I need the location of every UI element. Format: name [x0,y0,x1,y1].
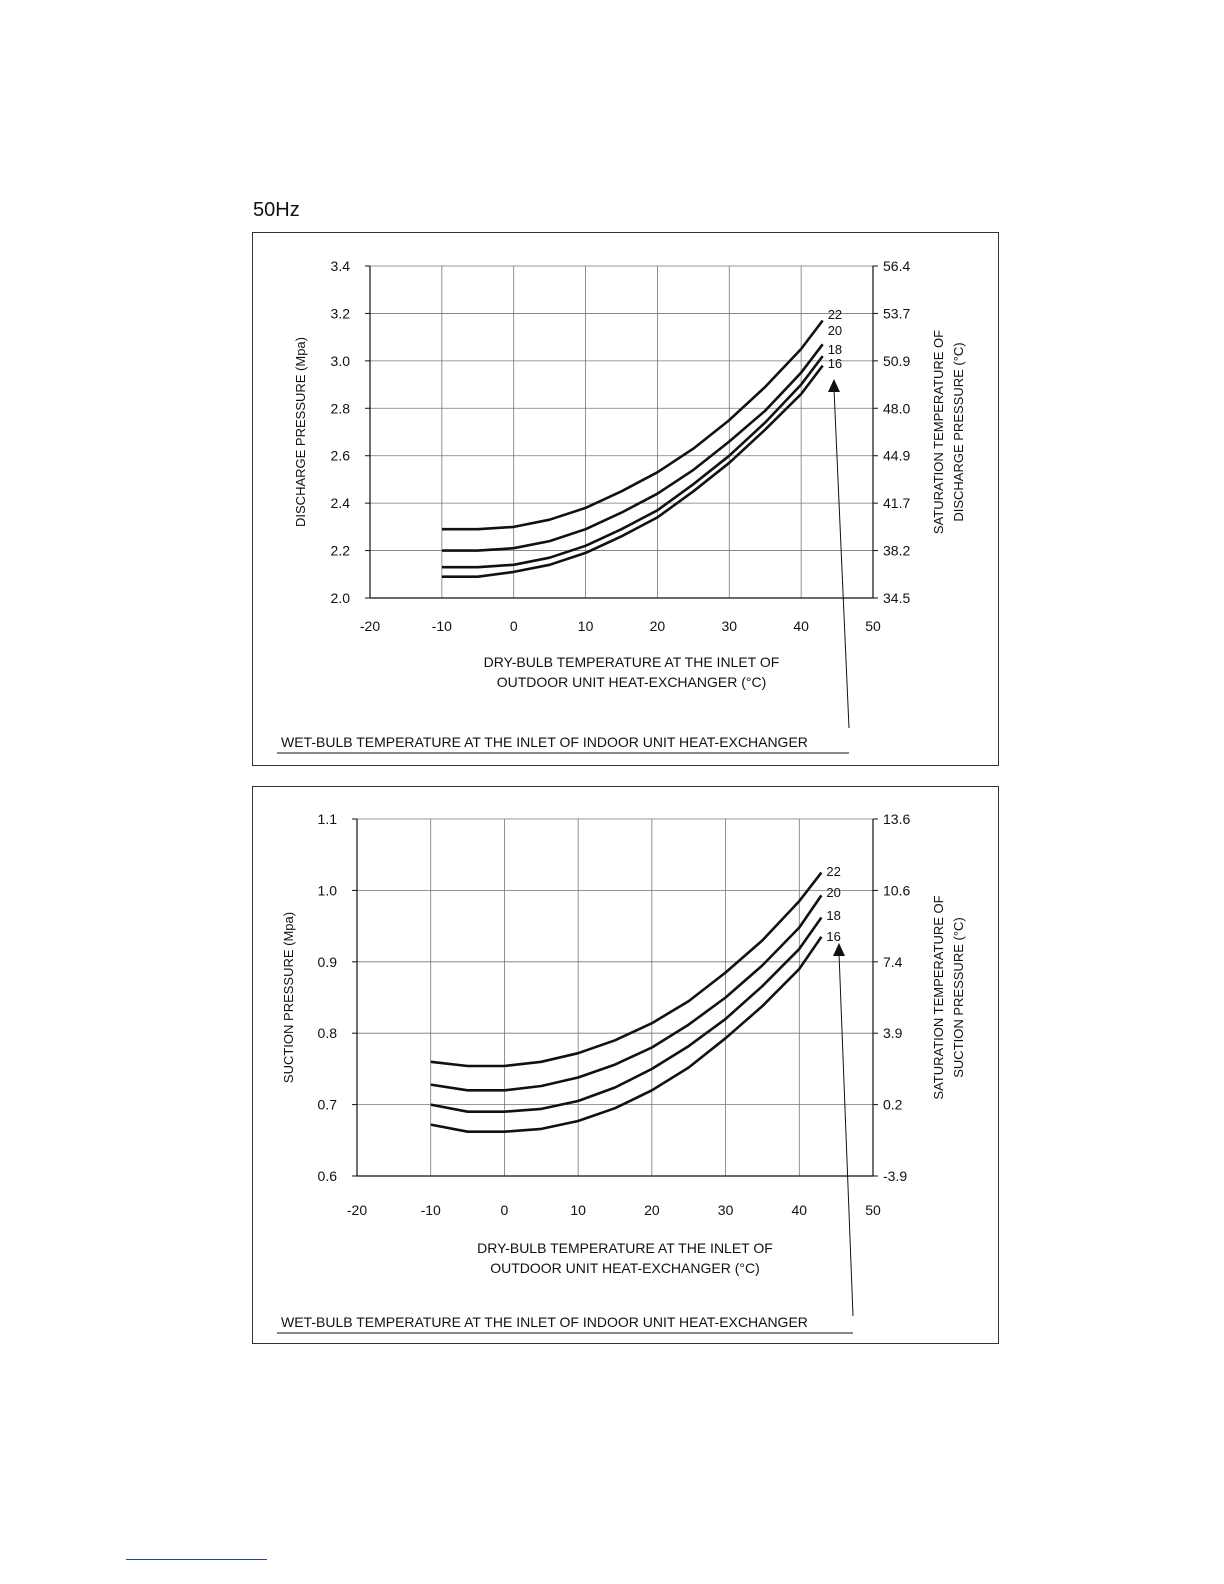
y-tick-label: 3.4 [331,258,351,274]
series-line-wb-22 [430,871,823,1068]
y2-tick-label: 48.0 [883,400,910,416]
series-line-wb-18 [441,355,824,569]
y2-tick-label: 3.9 [883,1025,903,1041]
y2-tick-label: 56.4 [883,258,910,274]
suction-pressure-chart-panel: 0.6 -3.9 0.7 0.2 0.8 3.9 0.9 7.4 1.0 10.6 1.1 13.6 -… [252,786,999,1344]
legend-arrow-line [833,388,850,729]
series-line-wb-16 [430,936,823,1133]
x-axis-label-line1: DRY-BULB TEMPERATURE AT THE INLET OF [477,1240,773,1256]
y2-tick-label: 13.6 [883,811,910,827]
y-tick-label: 0.9 [318,954,338,970]
x-tick-label: 50 [865,618,881,634]
x-tick-label: -10 [432,618,452,634]
y-axis-label: DISCHARGE PRESSURE (Mpa) [293,337,308,527]
footnote-separator [126,1559,267,1560]
x-tick-label: -10 [421,1202,441,1218]
y-tick-label: 2.6 [331,448,351,464]
series-label-18: 18 [828,342,842,357]
x-tick-label: 40 [793,618,809,634]
discharge-pressure-chart-panel: 2.0 34.5 2.2 38.2 2.4 41.7 2.6 44.9 2.8 48.0 3.0 50… [252,232,999,766]
series-line-wb-16 [441,364,824,578]
legend-title: WET-BULB TEMPERATURE AT THE INLET OF IND… [281,734,808,750]
x-axis-label-line2: OUTDOOR UNIT HEAT-EXCHANGER (°C) [490,1260,760,1276]
legend-arrow-head [828,379,840,392]
x-tick-label: 10 [578,618,594,634]
x-tick-label: 10 [570,1202,586,1218]
y2-tick-label: 44.9 [883,448,910,464]
y2-axis-label-line2: DISCHARGE PRESSURE (°C) [951,342,966,521]
y-axis-label: SUCTION PRESSURE (Mpa) [281,912,296,1083]
y-tick-label: 2.0 [331,590,351,606]
x-tick-label: 20 [644,1202,660,1218]
legend-title: WET-BULB TEMPERATURE AT THE INLET OF IND… [281,1314,808,1330]
y2-axis-label-line1: SATURATION TEMPERATURE OF [931,330,946,534]
y2-tick-label: 41.7 [883,495,910,511]
series-label-16: 16 [828,356,842,371]
y-tick-label: 3.0 [331,353,351,369]
series-label-22: 22 [828,307,842,322]
series-line-wb-22 [441,319,824,531]
x-axis-label-line2: OUTDOOR UNIT HEAT-EXCHANGER (°C) [497,674,767,690]
y2-tick-label: 38.2 [883,543,910,559]
x-tick-label: 50 [865,1202,881,1218]
series-label-20: 20 [828,323,842,338]
y2-tick-label: -3.9 [883,1168,907,1184]
series-label-16: 16 [826,929,840,944]
grid-lines [370,265,874,598]
x-tick-label: 0 [510,618,518,634]
y-tick-label: 2.8 [331,400,351,416]
y-tick-label: 0.6 [318,1168,338,1184]
legend-arrow-head [833,943,845,956]
y2-tick-label: 10.6 [883,882,910,898]
series-label-20: 20 [826,885,840,900]
y2-tick-label: 7.4 [883,954,903,970]
y-tick-label: 1.0 [318,882,338,898]
legend-arrow-line [838,952,854,1317]
series-label-22: 22 [826,864,840,879]
y2-tick-label: 53.7 [883,305,910,321]
x-tick-label: -20 [347,1202,367,1218]
x-tick-label: 40 [791,1202,807,1218]
grid-lines [357,818,874,1176]
y-tick-label: 2.4 [331,495,351,511]
series-label-18: 18 [826,908,840,923]
discharge-pressure-chart: 2.0 34.5 2.2 38.2 2.4 41.7 2.6 44.9 2.8 48.0 3.0 50… [277,258,966,754]
y-tick-label: 2.2 [331,543,351,559]
x-tick-label: 0 [501,1202,509,1218]
x-tick-label: 30 [721,618,737,634]
suction-pressure-chart: 0.6 -3.9 0.7 0.2 0.8 3.9 0.9 7.4 1.0 10.6 1.1 13.6 -… [277,811,966,1334]
y2-axis-label-line2: SUCTION PRESSURE (°C) [951,917,966,1078]
y2-axis-label-line1: SATURATION TEMPERATURE OF [931,895,946,1099]
x-tick-label: 30 [718,1202,734,1218]
series-line-wb-20 [441,343,824,552]
x-tick-label: -20 [360,618,380,634]
page-frequency-label: 50Hz [253,199,300,221]
y-tick-label: 3.2 [331,305,351,321]
y2-tick-label: 0.2 [883,1097,903,1113]
y2-tick-label: 34.5 [883,590,910,606]
series-line-wb-18 [430,916,823,1113]
y-tick-label: 1.1 [318,811,338,827]
series-line-wb-20 [430,894,823,1092]
x-tick-label: 20 [650,618,666,634]
y2-tick-label: 50.9 [883,353,910,369]
y-tick-label: 0.8 [318,1025,338,1041]
y-tick-label: 0.7 [318,1097,338,1113]
x-axis-label-line1: DRY-BULB TEMPERATURE AT THE INLET OF [484,654,780,670]
